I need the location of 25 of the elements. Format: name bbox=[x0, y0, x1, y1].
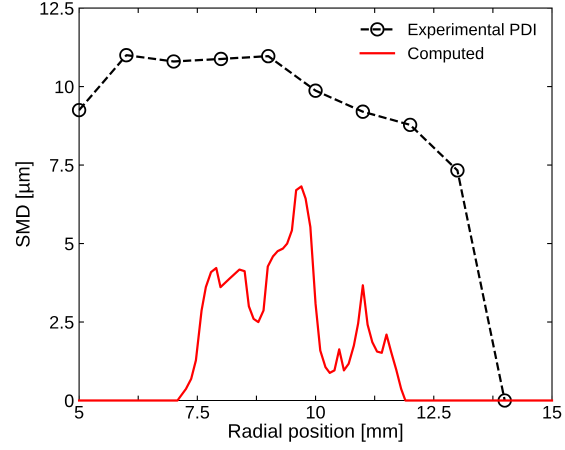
x-tick-label: 5 bbox=[74, 406, 84, 419]
point bbox=[450, 163, 465, 178]
point bbox=[119, 48, 134, 62]
y-axis-title: SMD [µm] bbox=[15, 162, 34, 247]
x-tick-label: 15 bbox=[543, 406, 562, 419]
x-tick-label: 7.5 bbox=[186, 406, 210, 419]
point bbox=[498, 393, 512, 408]
y-tick-label: 10 bbox=[56, 80, 74, 94]
y-tick-label: 7.5 bbox=[50, 159, 74, 172]
point bbox=[166, 54, 181, 69]
point bbox=[402, 118, 418, 132]
y-tick-label: 0 bbox=[64, 394, 74, 408]
legend-label: Computed bbox=[408, 46, 484, 63]
x-tick-label: 10 bbox=[306, 406, 325, 419]
y-tick-label: 12.5 bbox=[40, 2, 74, 15]
point bbox=[261, 48, 276, 64]
x-tick-label: 12.5 bbox=[418, 406, 451, 419]
point bbox=[214, 52, 228, 66]
y-tick-label: 5 bbox=[64, 238, 74, 250]
x-axis-title: Radial position [mm] bbox=[229, 424, 402, 442]
legend-label: Experimental PDI bbox=[408, 23, 536, 39]
point bbox=[308, 84, 323, 98]
y-tick-label: 2.5 bbox=[50, 316, 74, 329]
point bbox=[356, 104, 370, 119]
point bbox=[72, 102, 86, 118]
